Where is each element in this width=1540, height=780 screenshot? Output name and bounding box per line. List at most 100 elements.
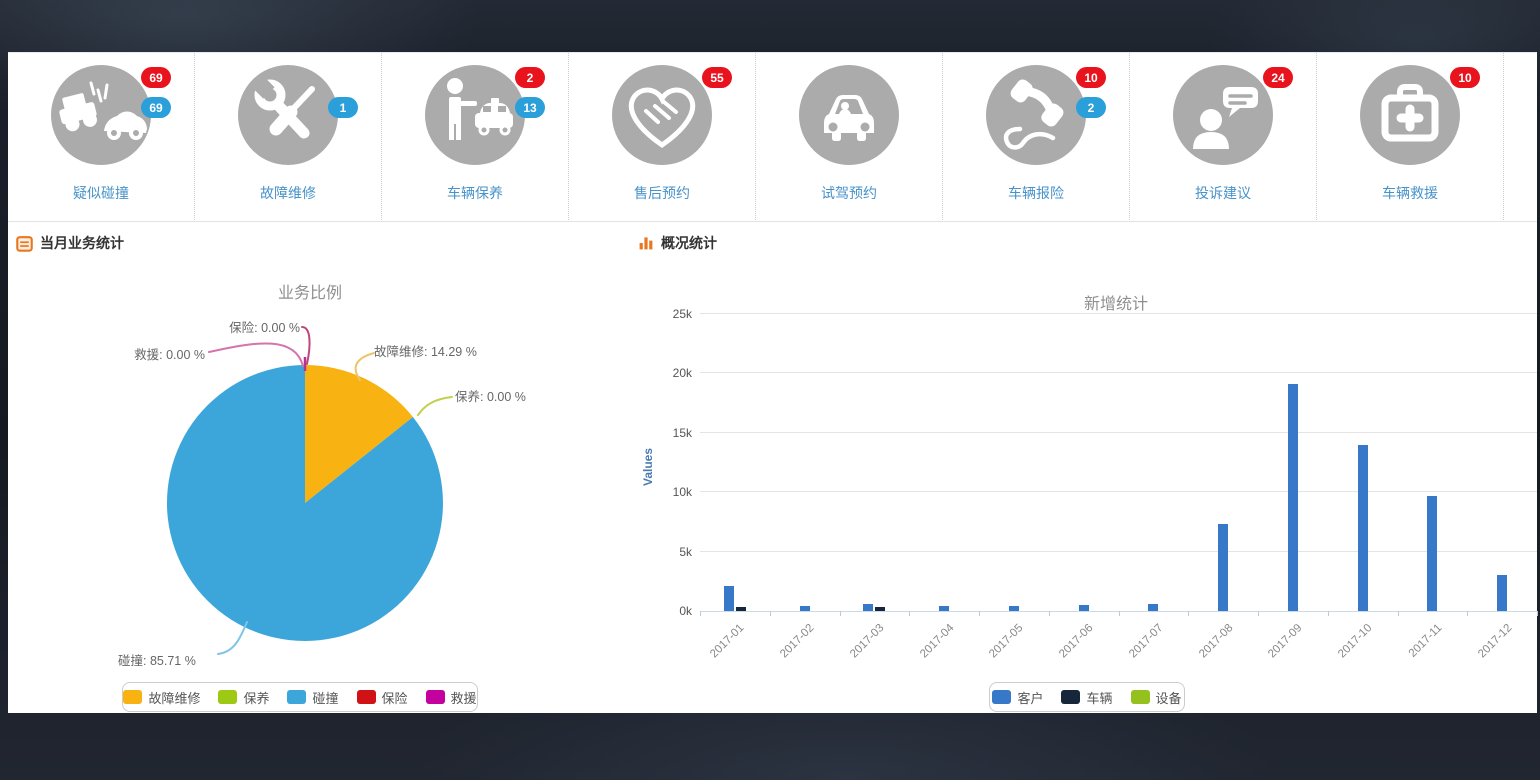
quick-action-item[interactable]: 55 售后预约 xyxy=(569,53,756,220)
y-tick-label: 15k xyxy=(672,425,692,440)
legend-label: 车辆 xyxy=(1086,690,1113,706)
legend-swatch xyxy=(1061,690,1081,704)
y-axis: 0k 5k 10k 15k 20k 25k xyxy=(644,307,692,618)
x-tick-label: 2017-12 xyxy=(1475,622,1515,661)
bar-group xyxy=(1467,575,1537,611)
person-car-icon xyxy=(425,65,525,165)
pie-legend: 故障维修 保养 碰撞 保险 救援 xyxy=(122,682,478,712)
legend-label: 救援 xyxy=(450,690,477,706)
quick-action-item[interactable]: 24 投诉建议 xyxy=(1130,53,1317,220)
repair-tools-icon xyxy=(238,65,338,165)
bar-group xyxy=(1328,444,1398,611)
x-tick-label: 2017-08 xyxy=(1196,622,1236,661)
calendar-icon xyxy=(16,235,33,252)
legend-label: 保养 xyxy=(243,690,270,706)
x-tick-label: 2017-09 xyxy=(1266,622,1305,661)
y-tick-label: 5k xyxy=(679,544,692,559)
bar-客户 xyxy=(1148,603,1159,611)
x-tick-label: 2017-06 xyxy=(1057,622,1096,661)
x-axis-tick xyxy=(1397,611,1399,616)
x-tick-label: 2017-11 xyxy=(1406,622,1445,660)
alert-badge: 10 xyxy=(1076,67,1106,88)
legend-item[interactable]: 保养 xyxy=(218,688,269,707)
quick-action-label: 故障维修 xyxy=(260,185,316,201)
legend-swatch xyxy=(356,690,376,704)
quick-action-label: 投诉建议 xyxy=(1195,185,1251,201)
legend-swatch xyxy=(287,690,307,704)
x-tick-label: 2017-01 xyxy=(708,622,747,661)
info-badge: 1 xyxy=(328,97,358,118)
pie-slice-repair xyxy=(305,365,413,503)
x-axis-tick xyxy=(700,611,701,616)
bar-group xyxy=(1398,495,1468,611)
quick-action-item[interactable]: 69 69 疑似碰撞 xyxy=(8,53,195,220)
first-aid-icon xyxy=(1360,65,1460,165)
bar-客户 xyxy=(1287,384,1298,611)
legend-label: 客户 xyxy=(1017,690,1044,706)
x-axis-tick xyxy=(769,611,771,616)
bar-legend: 客户 车辆 设备 xyxy=(989,682,1185,712)
alert-badge: 69 xyxy=(141,67,171,88)
bar-客户 xyxy=(799,606,810,611)
pie-leader-collision xyxy=(217,621,248,655)
bar-group xyxy=(770,606,840,611)
x-axis-tick xyxy=(979,611,980,616)
bar-group xyxy=(700,586,770,611)
legend-item[interactable]: 故障维修 xyxy=(123,688,200,707)
legend-item[interactable]: 保险 xyxy=(356,688,408,707)
pie-leader-maintenance xyxy=(417,396,453,416)
info-badge: 13 xyxy=(515,97,545,118)
gridline xyxy=(700,372,1537,374)
left-section-title: 当月业务统计 xyxy=(40,235,124,251)
x-axis-tick xyxy=(839,611,841,616)
bar-chart-icon xyxy=(639,237,653,250)
bar-车辆 xyxy=(735,607,746,611)
right-section-title: 概况统计 xyxy=(661,235,717,251)
car-front-icon xyxy=(799,65,899,165)
legend-item[interactable]: 设备 xyxy=(1130,688,1182,707)
left-section-header: 当月业务统计 xyxy=(16,233,124,253)
legend-label: 保险 xyxy=(381,690,408,706)
legend-item[interactable]: 碰撞 xyxy=(287,688,339,707)
legend-swatch xyxy=(218,690,238,704)
gridline xyxy=(700,550,1537,552)
gridline xyxy=(700,313,1537,314)
y-tick-label: 10k xyxy=(672,485,692,500)
gridline xyxy=(700,491,1537,493)
bar-客户 xyxy=(1497,575,1508,611)
gridline xyxy=(700,431,1537,433)
info-badge: 2 xyxy=(1076,97,1106,118)
x-axis-tick xyxy=(1327,611,1329,616)
x-axis-labels: 2017-01 2017-02 2017-03 2017-04 2017-05 2017-… xyxy=(700,612,1537,684)
y-tick-label: 25k xyxy=(672,307,692,321)
x-axis-tick xyxy=(1118,611,1120,616)
bar-group xyxy=(840,603,910,611)
bar-客户 xyxy=(863,603,874,611)
quick-action-item[interactable]: 10 2 车辆报险 xyxy=(943,53,1130,220)
x-axis-tick xyxy=(1188,611,1190,616)
legend-item[interactable]: 客户 xyxy=(992,688,1043,707)
quick-action-item[interactable]: 10 车辆救援 xyxy=(1317,53,1504,220)
quick-actions-row: 69 69 疑似碰撞 1 故障维修 2 13 车辆保养 55 售后预约 试驾预约 10 2 车辆报险 24 投… xyxy=(8,53,1537,222)
bar-group xyxy=(1049,605,1119,611)
pie-leader-insurance xyxy=(301,326,311,365)
x-tick-label: 2017-07 xyxy=(1127,622,1166,661)
legend-label: 碰撞 xyxy=(312,690,339,706)
quick-action-item[interactable]: 试驾预约 xyxy=(756,53,943,220)
x-axis-tick xyxy=(1537,611,1538,616)
bar-车辆 xyxy=(875,607,886,611)
right-section-header: 概况统计 xyxy=(638,233,717,253)
quick-action-item[interactable]: 2 13 车辆保养 xyxy=(382,53,569,220)
legend-swatch xyxy=(425,690,445,704)
bar-group xyxy=(979,606,1049,611)
pie-slice-collision xyxy=(166,365,443,641)
bar-客户 xyxy=(1427,495,1438,611)
legend-swatch xyxy=(992,690,1012,704)
bar-客户 xyxy=(723,586,734,611)
bar-group xyxy=(1119,603,1189,611)
quick-action-item[interactable]: 1 故障维修 xyxy=(195,53,382,220)
legend-item[interactable]: 救援 xyxy=(425,688,477,707)
legend-item[interactable]: 车辆 xyxy=(1061,688,1113,707)
quick-action-label: 疑似碰撞 xyxy=(73,185,129,201)
